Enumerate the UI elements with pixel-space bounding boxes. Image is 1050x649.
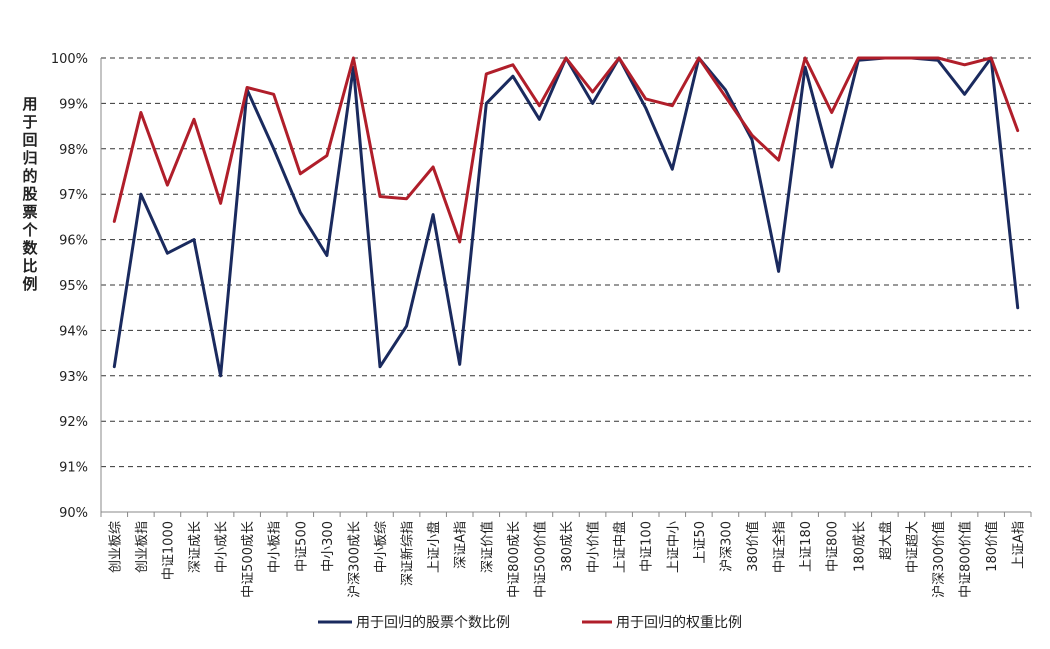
x-tick-label: 深证价值 — [479, 521, 495, 573]
y-tick-label: 96% — [59, 234, 88, 249]
y-tick-label: 90% — [59, 506, 88, 521]
x-tick-label: 中证1000 — [161, 521, 176, 580]
x-tick-label: 中证全指 — [772, 521, 788, 573]
x-tick-label: 深证成长 — [188, 521, 203, 573]
y-tick-label: 95% — [59, 279, 88, 294]
legend: 用于回归的股票个数比例 用于回归的权重比例 — [318, 614, 742, 631]
x-tick-label: 180成长 — [852, 521, 867, 572]
x-tick-label: 180价值 — [984, 521, 1000, 572]
x-tick-label: 上证180 — [799, 521, 814, 572]
x-tick-label: 中小300 — [321, 521, 336, 572]
y-axis-label: 用于回归的股票个数比例 — [21, 95, 38, 293]
legend-label-1: 用于回归的股票个数比例 — [356, 614, 510, 631]
x-tick-label: 中证800价值 — [958, 521, 974, 598]
x-tick-label: 中证500价值 — [532, 521, 548, 598]
x-tick-label: 深证新综指 — [400, 521, 416, 586]
x-tick-label: 中证超大 — [905, 521, 920, 573]
y-tick-label: 98% — [59, 143, 88, 158]
x-tick-label: 上证50 — [693, 521, 708, 564]
y-tick-label: 92% — [59, 415, 88, 430]
x-tick-label: 上证中盘 — [612, 521, 628, 573]
x-tick-label: 中证500成长 — [241, 521, 256, 598]
y-tick-label: 99% — [59, 97, 88, 112]
series-line-1 — [112, 56, 1020, 378]
x-tick-label: 超大盘 — [878, 521, 894, 560]
series-lines — [112, 56, 1020, 378]
x-tick-label: 中小板综 — [374, 521, 389, 573]
axes — [100, 58, 1032, 517]
x-tick-label: 中小成长 — [215, 521, 230, 573]
series-line-2 — [112, 56, 1020, 244]
y-tick-label: 100% — [51, 52, 88, 67]
x-tick-label: 中证800 — [826, 521, 841, 572]
x-tick-label: 创业板综 — [108, 521, 123, 573]
legend-label-2: 用于回归的权重比例 — [616, 614, 742, 631]
x-tick-label: 中证100 — [640, 521, 655, 572]
x-tick-label: 380成长 — [560, 521, 575, 572]
x-tick-label: 沪深300成长 — [346, 521, 362, 598]
x-tick-label: 中证800成长 — [507, 521, 522, 598]
x-tick-label: 创业板指 — [135, 521, 150, 573]
x-tick-label: 上证A指 — [1012, 521, 1027, 569]
x-tick-label: 上证小盘 — [426, 521, 442, 573]
x-tick-labels: 创业板综 创业板指 中证1000 深证成长 中小成长 中证500成长 中小板指 中证500 中小… — [108, 521, 1026, 598]
x-tick-label: 中小价值 — [586, 521, 602, 573]
x-tick-label: 沪深300 — [718, 521, 734, 572]
x-tick-label: 上证中小 — [666, 521, 681, 573]
y-tick-label: 93% — [59, 370, 88, 385]
x-tick-label: 沪深300价值 — [931, 521, 947, 598]
gridlines — [101, 57, 1031, 468]
x-tick-label: 中证500 — [294, 521, 309, 572]
x-tick-label: 中小板指 — [268, 521, 283, 573]
y-tick-label: 97% — [59, 188, 88, 203]
y-tick-labels: 90% 91% 92% 93% 94% 95% 96% 97% 98% 99% 100% — [51, 52, 88, 521]
x-tick-label: 380价值 — [745, 521, 761, 572]
x-tick-label: 深证A指 — [454, 521, 469, 569]
y-tick-label: 91% — [59, 461, 88, 476]
y-tick-label: 94% — [59, 324, 88, 339]
